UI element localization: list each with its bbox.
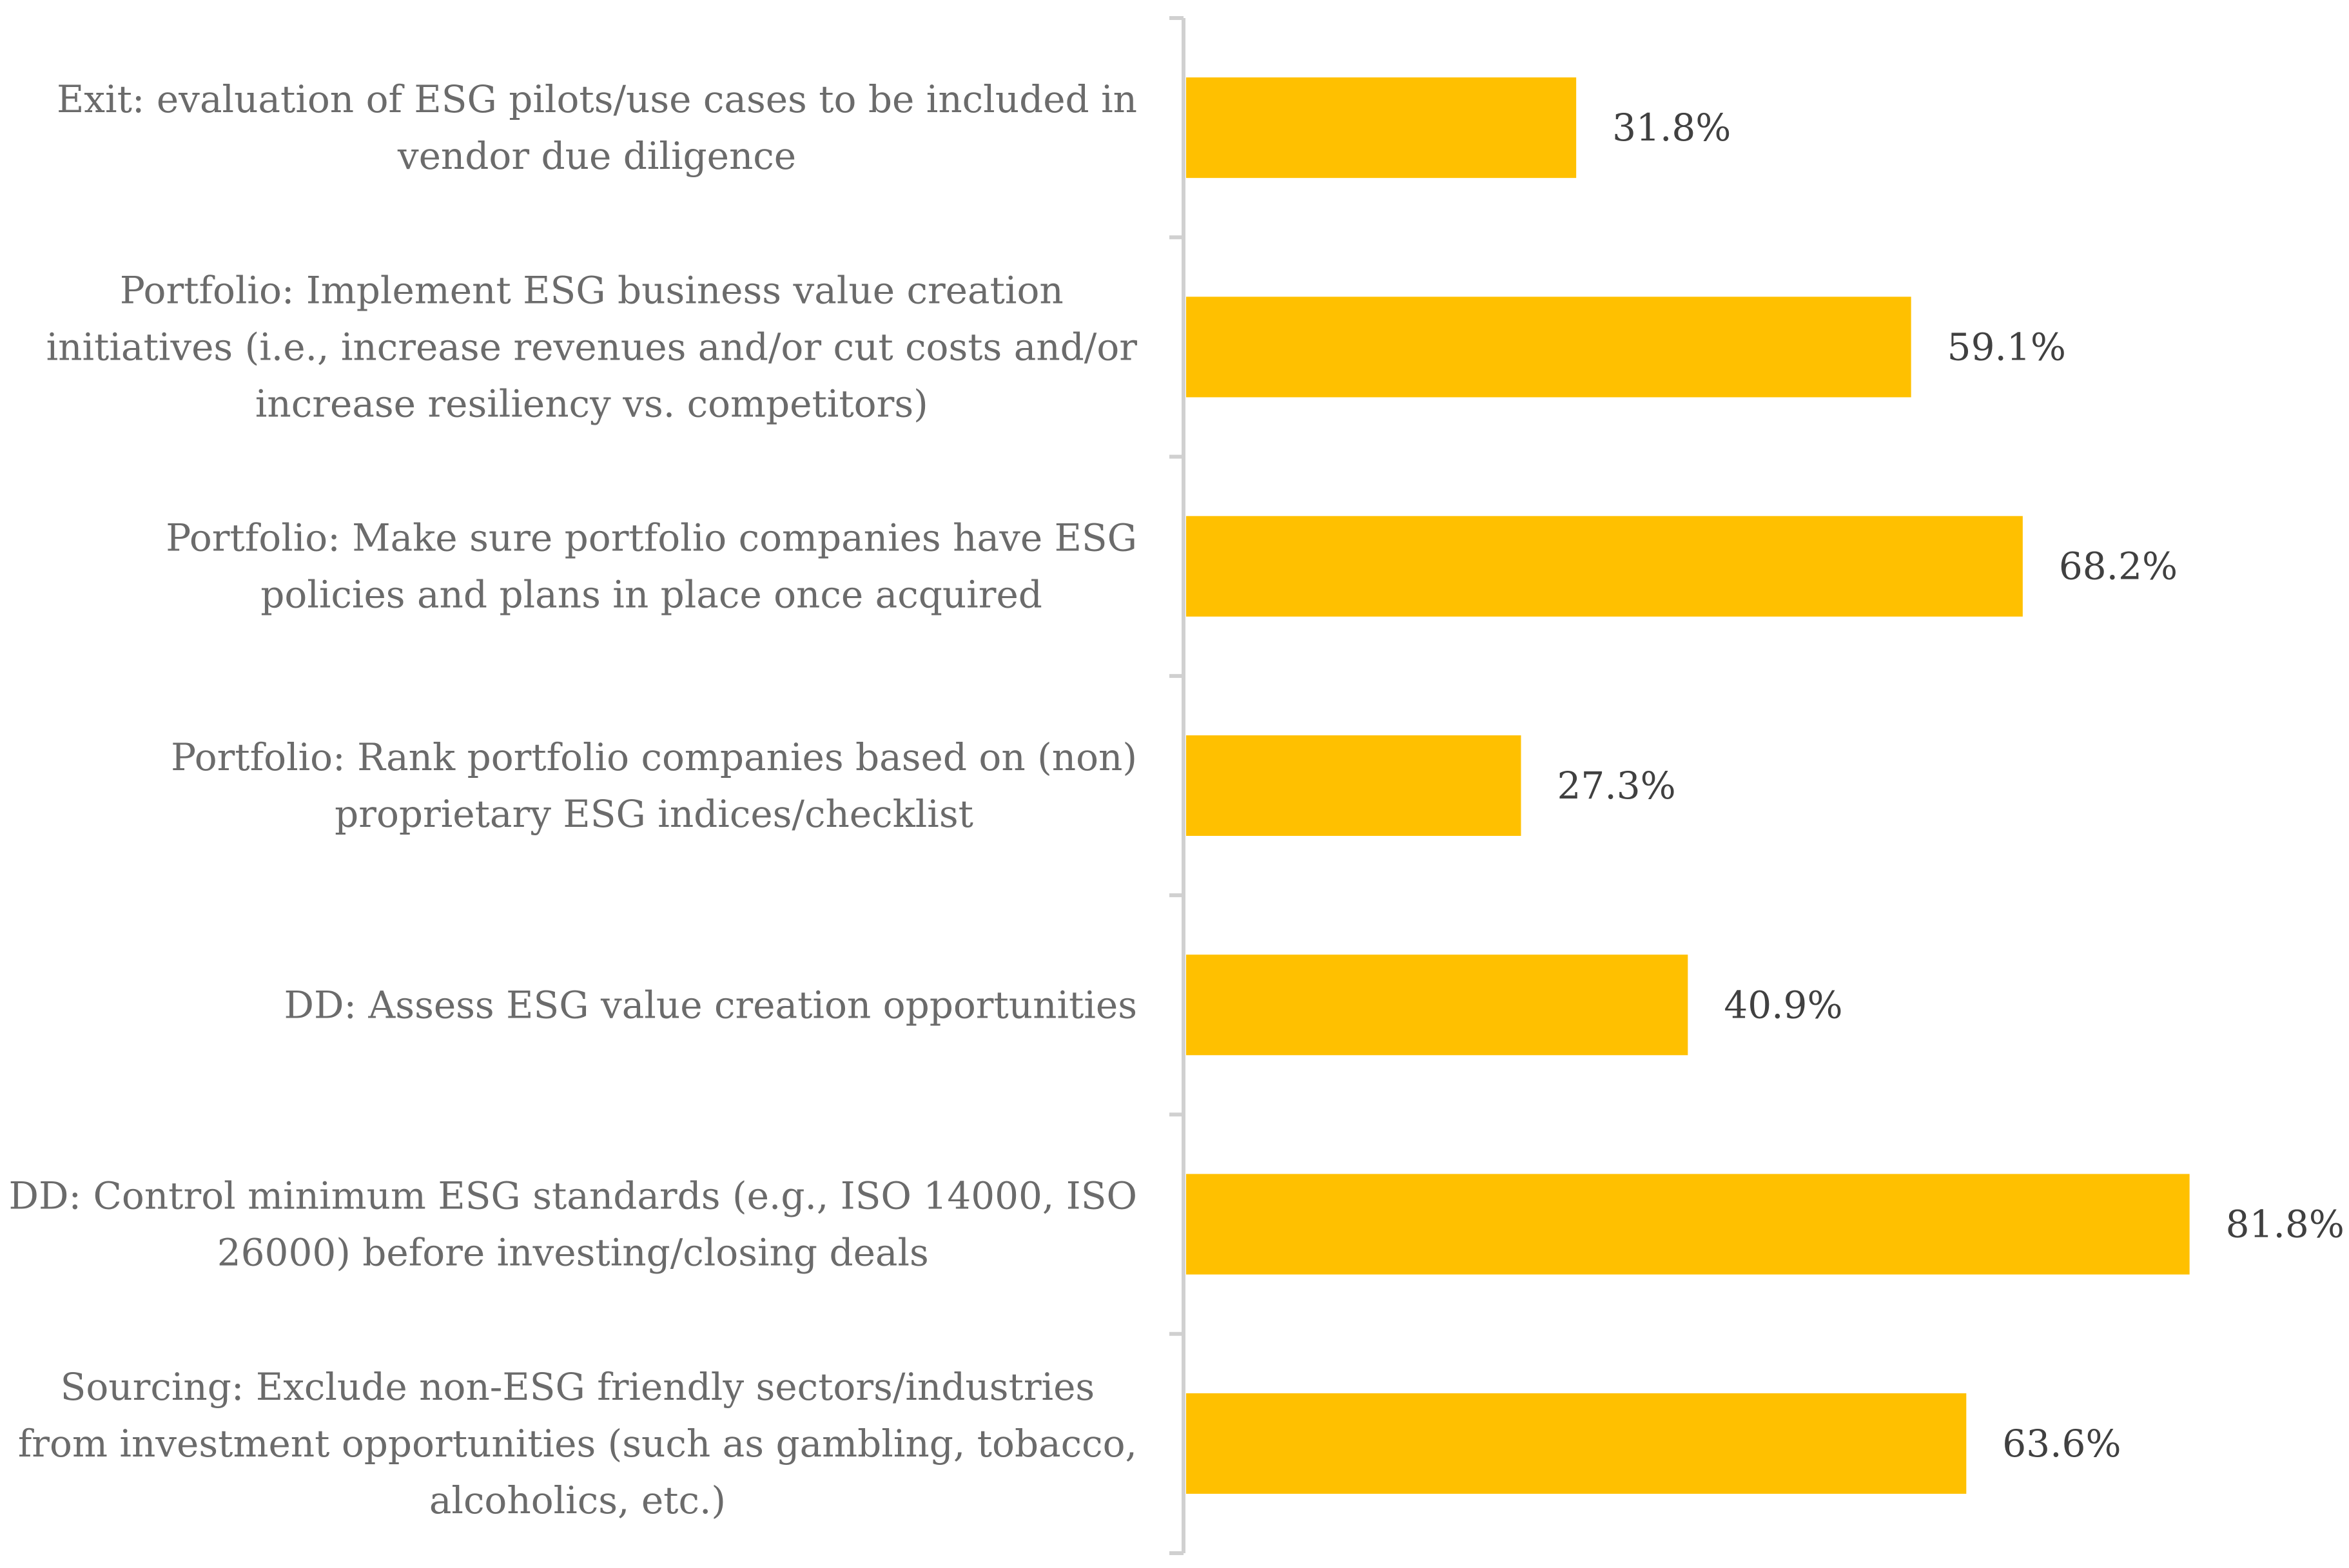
category-label-line: DD: Assess ESG value creation opportunit… bbox=[284, 983, 1137, 1027]
value-label-1: 31.8% bbox=[1612, 106, 1731, 150]
category-label-line: proprietary ESG indices/checklist bbox=[335, 792, 973, 836]
category-label-line: Exit: evaluation of ESG pilots/use cases… bbox=[57, 77, 1137, 121]
category-label-line: alcoholics, etc.) bbox=[429, 1478, 726, 1522]
category-label-line: DD: Control minimum ESG standards (e.g.,… bbox=[9, 1174, 1137, 1218]
category-label-line: Portfolio: Rank portfolio companies base… bbox=[171, 735, 1137, 779]
category-labels: Exit: evaluation of ESG pilots/use cases… bbox=[9, 77, 1138, 1522]
bar-6 bbox=[1186, 1174, 2190, 1275]
category-label-1: Exit: evaluation of ESG pilots/use cases… bbox=[57, 77, 1137, 178]
category-label-7: Sourcing: Exclude non-ESG friendly secto… bbox=[18, 1365, 1137, 1522]
category-label-line: policies and plans in place once acquire… bbox=[260, 573, 1042, 617]
category-label-line: initiatives (i.e., increase revenues and… bbox=[46, 325, 1138, 369]
bar-3 bbox=[1186, 516, 2023, 617]
category-label-line: 26000) before investing/closing deals bbox=[217, 1231, 929, 1275]
value-label-3: 68.2% bbox=[2059, 545, 2178, 588]
value-labels: 31.8% 59.1% 68.2% 27.3% 40.9% 81.8% 63.6% bbox=[1557, 106, 2344, 1466]
category-label-line: increase resiliency vs. competitors) bbox=[255, 382, 928, 425]
category-label-line: Portfolio: Implement ESG business value … bbox=[120, 268, 1064, 312]
category-label-line: vendor due diligence bbox=[397, 134, 796, 178]
bar-4 bbox=[1186, 735, 1521, 836]
value-label-6: 81.8% bbox=[2226, 1203, 2344, 1246]
bar-7 bbox=[1186, 1393, 1967, 1494]
category-label-6: DD: Control minimum ESG standards (e.g.,… bbox=[9, 1174, 1137, 1275]
category-label-line: Portfolio: Make sure portfolio companies… bbox=[166, 516, 1137, 560]
value-label-7: 63.6% bbox=[2002, 1422, 2121, 1466]
y-axis bbox=[1169, 16, 1185, 1555]
bar-5 bbox=[1186, 954, 1688, 1056]
category-label-line: from investment opportunities (such as g… bbox=[18, 1422, 1137, 1466]
category-label-4: Portfolio: Rank portfolio companies base… bbox=[171, 735, 1137, 836]
value-label-5: 40.9% bbox=[1724, 983, 1842, 1027]
category-label-2: Portfolio: Implement ESG business value … bbox=[46, 268, 1138, 425]
bar-1 bbox=[1186, 77, 1577, 179]
category-label-5: DD: Assess ESG value creation opportunit… bbox=[284, 983, 1137, 1027]
bars bbox=[1186, 77, 2190, 1494]
value-label-4: 27.3% bbox=[1557, 764, 1676, 808]
category-label-line: Sourcing: Exclude non-ESG friendly secto… bbox=[61, 1365, 1095, 1409]
value-label-2: 59.1% bbox=[1947, 325, 2066, 369]
bar-2 bbox=[1186, 296, 1911, 398]
category-label-3: Portfolio: Make sure portfolio companies… bbox=[166, 516, 1137, 617]
